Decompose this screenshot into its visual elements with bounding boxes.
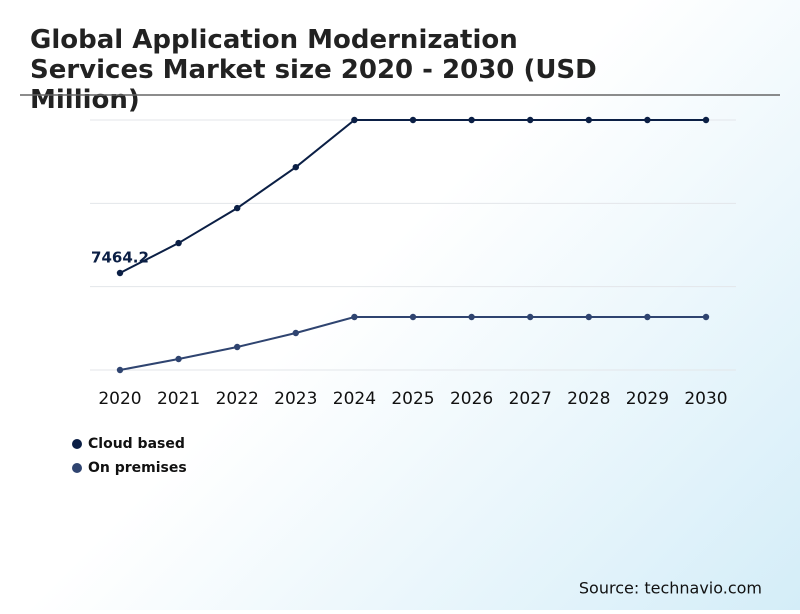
data-point [116, 366, 124, 374]
x-tick-label: 2022 [216, 389, 259, 409]
x-tick-label: 2024 [333, 389, 376, 409]
data-point [585, 116, 592, 124]
x-tick-label: 2030 [684, 389, 727, 409]
x-tick-label: 2027 [509, 389, 552, 409]
data-point [409, 116, 417, 124]
data-point [468, 313, 475, 321]
data-point [585, 313, 592, 321]
data-point [292, 163, 299, 171]
data-point [702, 116, 710, 124]
legend-label: Cloud based [88, 436, 185, 452]
data-point [234, 204, 241, 212]
legend-label: On premises [88, 460, 187, 476]
data-point [527, 313, 534, 321]
x-tick-label: 2021 [157, 389, 200, 409]
source: Source: technavio.com [579, 579, 762, 598]
data-point [116, 269, 124, 277]
data-point [644, 313, 651, 321]
x-tick-label: 2023 [274, 389, 317, 409]
data-point [351, 116, 358, 124]
data-point [175, 239, 182, 247]
data-point [644, 116, 651, 124]
data-point [702, 313, 710, 321]
x-tick-label: 2026 [450, 389, 493, 409]
data-point [234, 343, 241, 351]
data-point [409, 313, 417, 321]
legend-marker [72, 463, 82, 473]
x-tick-label: 2020 [98, 389, 141, 409]
data-point [468, 116, 475, 124]
x-tick-label: 2028 [567, 389, 610, 409]
chart-title: Global Application Modernization Services… [30, 25, 597, 115]
data-label: 7464.2 [91, 249, 149, 267]
x-tick-label: 2025 [391, 389, 434, 409]
data-point [175, 355, 182, 363]
data-point [527, 116, 534, 124]
data-point [351, 313, 358, 321]
data-point [292, 329, 299, 337]
series-line [119, 315, 706, 371]
legend-marker [72, 439, 82, 449]
x-tick-label: 2029 [626, 389, 669, 409]
series-line [119, 119, 706, 274]
